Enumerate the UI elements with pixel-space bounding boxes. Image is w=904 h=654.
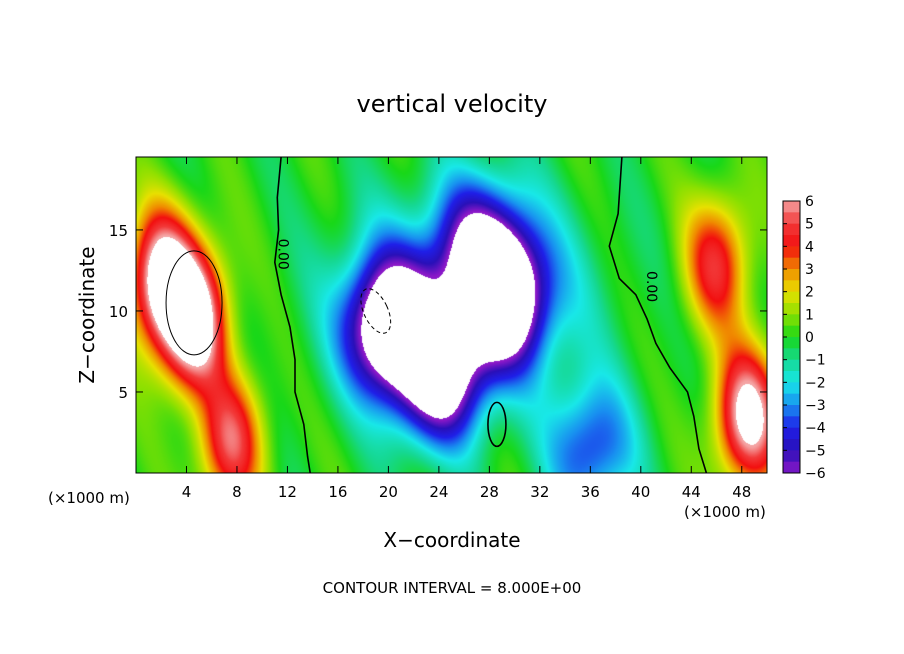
contour-label: 0.00 — [643, 271, 659, 302]
colorbar-band — [783, 201, 800, 213]
x-tick-label: 44 — [682, 483, 701, 501]
y-axis-label: Z−coordinate — [75, 246, 99, 383]
velocity-field — [136, 157, 767, 473]
x-tick-label: 8 — [232, 483, 242, 501]
colorbar-band — [783, 269, 800, 281]
colorbar-tick-label: −3 — [805, 398, 826, 414]
y-axis-ticks: 5 10 15 — [109, 222, 767, 402]
colorbar-tick-label: −5 — [805, 443, 826, 459]
colorbar-tick-label: −2 — [805, 375, 826, 391]
colorbar-band — [783, 303, 800, 315]
colorbar-band — [783, 280, 800, 293]
x-tick-label: 20 — [379, 483, 398, 501]
colorbar-tick-label: −1 — [805, 353, 826, 369]
plot-frame — [135, 156, 768, 474]
x-tick-label: 48 — [732, 483, 751, 501]
colorbar-tick-label: 1 — [805, 307, 814, 323]
colorbar-band — [783, 416, 800, 429]
y-tick-label: 5 — [118, 384, 128, 402]
y-tick-label: 10 — [109, 303, 128, 321]
contour-labels: 0.00 0.00 — [275, 239, 660, 303]
colorbar-band — [783, 337, 800, 349]
colorbar-tick-label: 4 — [805, 239, 814, 255]
x-tick-label: 16 — [328, 483, 347, 501]
x-tick-label: 36 — [581, 483, 600, 501]
colorbar-tick-label: −6 — [805, 466, 826, 482]
colorbar-band — [783, 348, 800, 361]
colorbar-band — [783, 439, 800, 451]
x-axis-ticks: 4 8 12 16 20 24 28 32 36 40 44 48 — [182, 157, 751, 501]
small-contour — [487, 401, 507, 448]
chart-title: vertical velocity — [357, 90, 548, 118]
colorbar-band — [783, 405, 800, 417]
x-axis-label: X−coordinate — [383, 528, 520, 552]
colorbar-band — [783, 393, 800, 406]
colorbar-band — [783, 382, 800, 395]
colorbar-band — [783, 314, 800, 327]
y-tick-label: 15 — [109, 222, 128, 240]
x-tick-label: 32 — [530, 483, 549, 501]
colorbar-band — [783, 461, 800, 474]
x-tick-label: 28 — [480, 483, 499, 501]
colorbar-band — [783, 359, 800, 372]
colorbar-band — [783, 223, 800, 236]
x-axis-unit-right: (×1000 m) — [684, 503, 766, 521]
zero-contour-2 — [608, 156, 708, 474]
x-tick-label: 24 — [429, 483, 448, 501]
colorbar-band — [783, 450, 800, 463]
colorbar-band — [783, 371, 800, 383]
contour-label: 0.00 — [275, 239, 291, 270]
colorbar-tick-label: 0 — [805, 330, 814, 346]
colorbar-band — [783, 427, 800, 440]
contour-interval-note: CONTOUR INTERVAL = 8.000E+00 — [323, 579, 582, 597]
colorbar-band — [783, 291, 800, 304]
colorbar-tick-label: 2 — [805, 285, 814, 301]
colorbar-band — [783, 257, 800, 270]
x-tick-label: 40 — [631, 483, 650, 501]
colorbar-band — [783, 235, 800, 247]
x-tick-label: 4 — [182, 483, 192, 501]
colorbar-tick-label: 5 — [805, 217, 814, 233]
colorbar-band — [783, 246, 800, 259]
colorbar-band — [783, 325, 800, 338]
colorbar-tick-label: −4 — [805, 421, 826, 437]
downdraft-contour — [360, 288, 392, 334]
x-tick-label: 12 — [278, 483, 297, 501]
colorbar: 6 5 4 3 2 1 0 −1 −2 −3 −4 −5 −6 — [782, 194, 826, 482]
colorbar-band — [783, 212, 800, 225]
zero-contour-1 — [273, 156, 311, 474]
colorbar-tick-label: 6 — [805, 194, 814, 210]
colorbar-tick-label: 3 — [805, 262, 814, 278]
zero-contours — [165, 156, 708, 474]
updraft-contour — [165, 250, 223, 356]
x-axis-unit-left: (×1000 m) — [48, 489, 130, 507]
